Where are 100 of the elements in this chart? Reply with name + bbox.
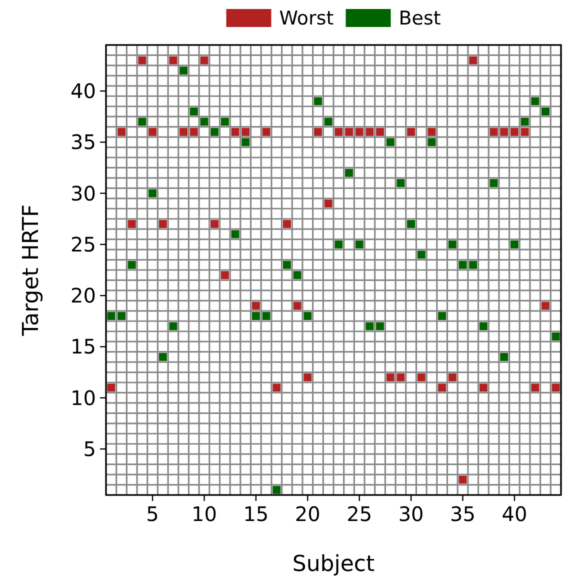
point [479, 322, 488, 330]
point [366, 322, 374, 330]
y-tick-label: 5 [83, 436, 96, 461]
legend-label: Best [398, 8, 441, 30]
point [552, 332, 560, 340]
point [293, 271, 302, 280]
point [220, 271, 229, 280]
point [334, 128, 343, 136]
x-axis-title: Subject [292, 552, 375, 577]
y-tick-label: 25 [70, 232, 96, 256]
x-tick-label: 40 [502, 502, 528, 526]
point [158, 352, 167, 361]
point [428, 128, 436, 136]
point [469, 260, 478, 269]
point [417, 373, 426, 382]
point [169, 56, 178, 64]
point [355, 128, 364, 136]
point [107, 384, 116, 392]
point [169, 322, 178, 330]
point [345, 168, 353, 177]
point [552, 384, 560, 392]
point [180, 128, 188, 136]
point [128, 260, 136, 269]
point [242, 138, 250, 146]
point [314, 97, 322, 106]
point [376, 322, 384, 330]
point [417, 250, 426, 259]
point [355, 240, 364, 248]
point [200, 56, 208, 64]
point [500, 352, 508, 361]
point [190, 128, 198, 136]
point [158, 220, 167, 228]
point [272, 486, 281, 494]
point [304, 312, 312, 320]
point [376, 128, 384, 136]
point [304, 373, 312, 382]
point [118, 312, 126, 320]
point [386, 138, 394, 146]
x-tick-label: 20 [294, 502, 320, 526]
point [314, 128, 322, 136]
point [231, 230, 240, 238]
point [542, 302, 550, 310]
point [128, 220, 136, 228]
point [242, 128, 250, 136]
x-tick-label: 25 [346, 502, 372, 526]
point [324, 118, 332, 126]
point [520, 118, 529, 126]
y-axis-title: Target HRTF [19, 204, 44, 337]
point [210, 128, 219, 136]
legend-label: Worst [279, 8, 334, 30]
x-tick-label: 35 [450, 502, 476, 526]
point [272, 384, 281, 392]
point [345, 128, 353, 136]
point [542, 107, 550, 116]
point [262, 312, 270, 320]
x-tick-label: 15 [243, 502, 269, 526]
point [531, 97, 540, 106]
point [220, 118, 229, 126]
point [252, 312, 260, 320]
point [200, 118, 208, 126]
point [458, 476, 467, 484]
point [180, 66, 188, 75]
point [438, 384, 446, 392]
point [366, 128, 374, 136]
x-tick-label: 30 [398, 502, 424, 526]
point [407, 220, 416, 228]
point [396, 373, 405, 382]
point [138, 118, 146, 126]
point [531, 384, 540, 392]
point [458, 260, 467, 269]
point [190, 107, 198, 116]
point [490, 128, 498, 136]
point [448, 373, 456, 382]
point [448, 240, 456, 248]
point [407, 128, 416, 136]
point [148, 189, 157, 198]
point [510, 240, 518, 248]
point [293, 302, 302, 310]
point [510, 128, 518, 136]
point [252, 302, 260, 310]
point [118, 128, 126, 136]
point [334, 240, 343, 248]
point [490, 179, 498, 188]
point [520, 128, 529, 136]
point [324, 200, 332, 208]
y-tick-label: 30 [70, 181, 96, 206]
point [428, 138, 436, 146]
x-tick-label: 10 [192, 502, 217, 526]
point [282, 220, 291, 228]
point [500, 128, 508, 136]
point [386, 373, 394, 382]
y-tick-label: 35 [70, 130, 96, 154]
point [396, 179, 405, 188]
point [148, 128, 157, 136]
x-tick-label: 5 [146, 502, 159, 526]
point [438, 312, 446, 320]
point [210, 220, 219, 228]
point [479, 384, 488, 392]
y-tick-label: 20 [70, 284, 96, 308]
y-tick-label: 10 [70, 386, 96, 410]
